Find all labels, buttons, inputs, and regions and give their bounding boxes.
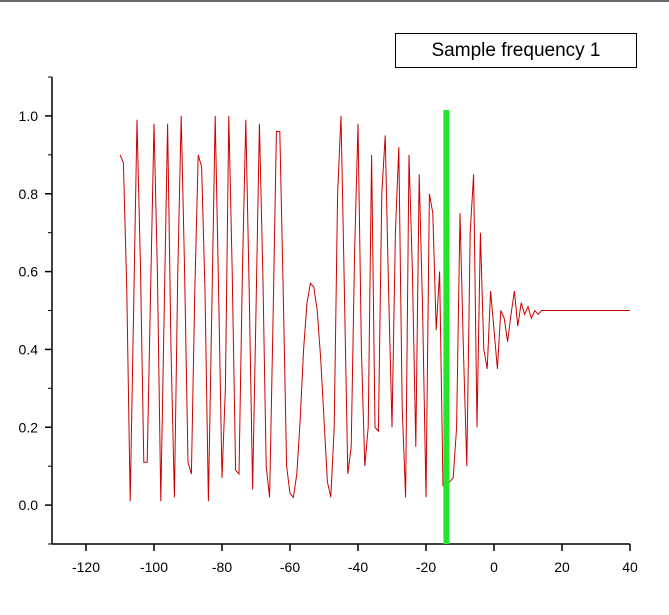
- y-tick-label: 0.0: [19, 497, 39, 513]
- y-tick-label: 1.0: [19, 108, 39, 124]
- series-layer: [120, 116, 630, 501]
- x-tick-label: -100: [140, 559, 168, 575]
- y-tick-label: 0.8: [19, 186, 39, 202]
- y-tick-label: 0.2: [19, 419, 39, 435]
- x-tick-label: 0: [490, 559, 498, 575]
- legend: Sample frequency 1: [395, 33, 637, 68]
- axes: -120 -100 -80 -60 -40 -20 0 20 40 0.0 0.2 0.4 0.6 0.8…: [19, 77, 638, 575]
- x-tick-label: -60: [280, 559, 300, 575]
- x-tick-label: -40: [348, 559, 368, 575]
- y-tick-label: 0.4: [19, 341, 39, 357]
- y-tick-label: 0.6: [19, 264, 39, 280]
- x-tick-label: -20: [416, 559, 436, 575]
- series-line: [120, 116, 630, 501]
- x-tick-label: 20: [554, 559, 570, 575]
- x-tick-label: -80: [212, 559, 232, 575]
- x-tick-label: -120: [72, 559, 100, 575]
- x-tick-label: 40: [622, 559, 638, 575]
- legend-label: Sample frequency 1: [432, 40, 601, 62]
